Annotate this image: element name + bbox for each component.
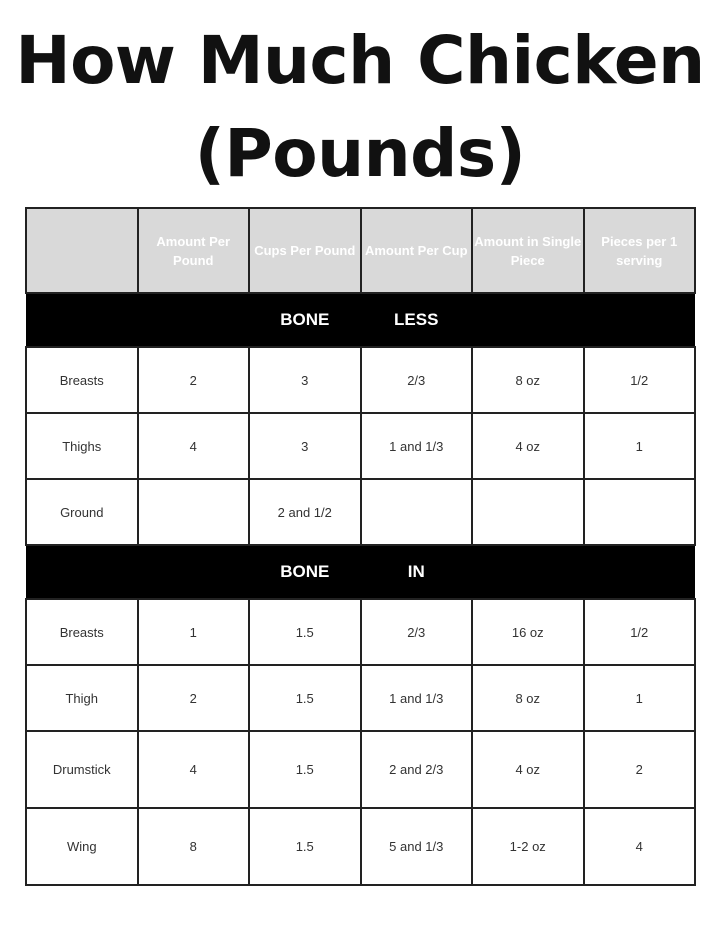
section-cell: [472, 292, 584, 348]
table-cell: 2: [136, 664, 250, 732]
section-cell: [583, 544, 695, 600]
table-cell: 4 oz: [471, 412, 585, 480]
table-cell: 8 oz: [471, 664, 585, 732]
table-cell: 1 and 1/3: [359, 664, 473, 732]
row-label: Breasts: [25, 346, 139, 414]
section-cell: [26, 292, 138, 348]
table-cell: 2: [136, 346, 250, 414]
header-amount-single-piece: Amount in Single Piece: [471, 207, 585, 294]
table-cell: 2: [582, 730, 696, 809]
header-pieces-per-serving: Pieces per 1 serving: [582, 207, 696, 294]
header-cups-per-pound: Cups Per Pound: [248, 207, 362, 294]
row-label: Wing: [25, 807, 139, 886]
header-amount-per-cup: Amount Per Cup: [359, 207, 473, 294]
table-cell: 8 oz: [471, 346, 585, 414]
chicken-table: Amount Per Pound Cups Per Pound Amount P…: [25, 207, 696, 886]
row-label: Thighs: [25, 412, 139, 480]
table-cell: 2/3: [359, 598, 473, 666]
section-cell: [472, 544, 584, 600]
section-row: BONE IN: [26, 544, 695, 600]
table-cell: 4 oz: [471, 730, 585, 809]
table-cell: 1: [136, 598, 250, 666]
table-cell: 3: [248, 412, 362, 480]
table-cell: 1 and 1/3: [359, 412, 473, 480]
section-label-left: BONE: [249, 292, 361, 348]
section-cell: [583, 292, 695, 348]
table-cell: 4: [136, 730, 250, 809]
table-cell: 1/2: [582, 346, 696, 414]
table-cell: 16 oz: [471, 598, 585, 666]
table-cell: 1: [582, 664, 696, 732]
section-row: BONE LESS: [26, 292, 695, 348]
table-cell: [471, 478, 585, 546]
table-cell: 1.5: [248, 730, 362, 809]
section-label-left: BONE: [249, 544, 361, 600]
header-row: Amount Per Pound Cups Per Pound Amount P…: [25, 207, 696, 294]
section-cell: [137, 292, 249, 348]
table-cell: [582, 478, 696, 546]
table-row: Breasts 1 1.5 2/3 16 oz 1/2: [25, 598, 696, 666]
table-cell: [359, 478, 473, 546]
section-label-right: LESS: [360, 292, 472, 348]
table-cell: 1.5: [248, 807, 362, 886]
table-row: Thighs 4 3 1 and 1/3 4 oz 1: [25, 412, 696, 480]
table-cell: 4: [582, 807, 696, 886]
table-cell: 2 and 2/3: [359, 730, 473, 809]
title-line-1: How Much Chicken: [15, 22, 705, 99]
row-label: Thigh: [25, 664, 139, 732]
table-row: Wing 8 1.5 5 and 1/3 1-2 oz 4: [25, 807, 696, 886]
section-cell: [137, 544, 249, 600]
row-label: Drumstick: [25, 730, 139, 809]
row-label: Ground: [25, 478, 139, 546]
section-cell: [26, 544, 138, 600]
table-row: Thigh 2 1.5 1 and 1/3 8 oz 1: [25, 664, 696, 732]
title-line-2: (Pounds): [194, 115, 526, 192]
table-cell: 1.5: [248, 664, 362, 732]
table-row: Breasts 2 3 2/3 8 oz 1/2: [25, 346, 696, 414]
table-cell: 2 and 1/2: [248, 478, 362, 546]
table-cell: 5 and 1/3: [359, 807, 473, 886]
table-cell: 1-2 oz: [471, 807, 585, 886]
table-cell: 2/3: [359, 346, 473, 414]
table-cell: 1/2: [582, 598, 696, 666]
table-row: Drumstick 4 1.5 2 and 2/3 4 oz 2: [25, 730, 696, 809]
table-cell: 8: [136, 807, 250, 886]
table-cell: 1.5: [248, 598, 362, 666]
table-cell: 4: [136, 412, 250, 480]
table-row: Ground 2 and 1/2: [25, 478, 696, 546]
row-label: Breasts: [25, 598, 139, 666]
header-cell-empty: [25, 207, 139, 294]
section-label-right: IN: [360, 544, 472, 600]
table-cell: 1: [582, 412, 696, 480]
table-cell: [136, 478, 250, 546]
header-amount-per-pound: Amount Per Pound: [136, 207, 250, 294]
table-cell: 3: [248, 346, 362, 414]
